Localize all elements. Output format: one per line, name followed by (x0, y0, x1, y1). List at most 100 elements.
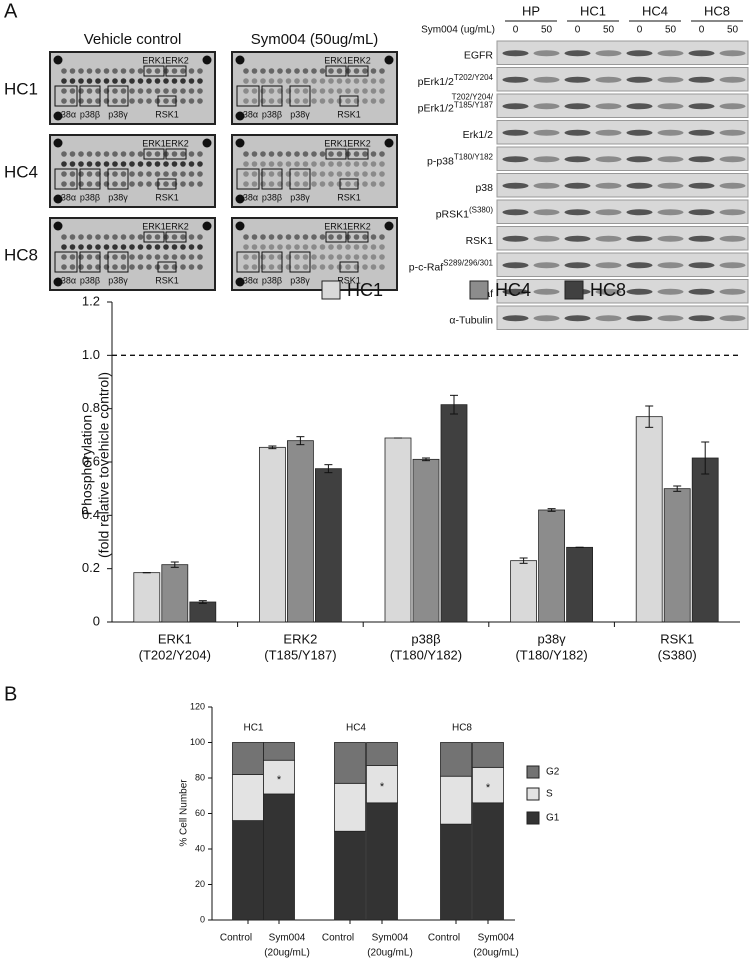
spot (78, 264, 84, 270)
spot (353, 78, 360, 84)
spot (95, 88, 101, 94)
spot (171, 244, 178, 250)
spot (328, 151, 334, 157)
spot (251, 151, 258, 157)
y-tick-label: 0.8 (82, 400, 100, 415)
spot (86, 254, 93, 260)
spot-box (79, 168, 101, 190)
spot-box (54, 251, 78, 273)
legend-swatch (564, 280, 584, 300)
cell-line-header: HC4 (642, 3, 668, 18)
bar (314, 468, 342, 623)
spot (328, 68, 334, 74)
spot-label: p38γ (108, 192, 128, 202)
spot (163, 98, 169, 104)
spot (328, 98, 334, 104)
spot (251, 244, 258, 250)
spot (137, 264, 144, 270)
blot-band (564, 235, 591, 242)
blot-label: RSK1 (466, 235, 494, 247)
blot-label: p38 (475, 182, 493, 194)
y-tick-label: 0 (200, 914, 205, 924)
spot (163, 171, 169, 177)
dose-label: 50 (603, 25, 615, 36)
spot (328, 254, 334, 260)
blot-band (502, 76, 529, 83)
bar-segment (263, 793, 295, 921)
blot-band (564, 129, 591, 136)
blot-label-text: p-c-Raf (409, 261, 444, 273)
bar (635, 416, 663, 623)
blot-band (626, 129, 653, 136)
blot-band (688, 315, 715, 322)
spot-box (143, 148, 165, 160)
blot-band (657, 262, 684, 269)
spot (319, 171, 326, 177)
spot-box (157, 95, 177, 107)
spot (345, 88, 351, 94)
spot (243, 234, 249, 240)
blot-band (564, 50, 591, 57)
spot (197, 68, 203, 74)
spot (362, 151, 368, 157)
blot-band (626, 209, 653, 216)
spot-box (143, 231, 165, 243)
spot (69, 254, 76, 260)
spot (188, 234, 195, 240)
x-tick-label: Control (428, 933, 460, 944)
spot (180, 254, 186, 260)
blot-label-text: α-Tubulin (449, 314, 493, 326)
spot (319, 151, 326, 157)
spot (277, 181, 283, 187)
spot (379, 78, 385, 84)
spot (362, 234, 368, 240)
spot (180, 68, 186, 74)
spot (294, 181, 300, 187)
spot (243, 181, 249, 187)
spot (302, 78, 309, 84)
spot (243, 264, 249, 270)
blot-band (502, 50, 529, 57)
spot (137, 161, 144, 167)
spot (163, 181, 169, 187)
x-tick-label: Sym004 (269, 933, 306, 944)
blot-band (595, 156, 622, 163)
spot (345, 161, 351, 167)
spot (154, 151, 161, 157)
spot (268, 151, 275, 157)
spot (171, 78, 178, 84)
reference-spot (384, 221, 394, 231)
spot-label: ERK1 (324, 55, 348, 65)
spot (188, 254, 195, 260)
x-tick-label: Control (322, 933, 354, 944)
bar-segment (232, 742, 264, 775)
spot (294, 78, 300, 84)
blot-band (719, 50, 746, 57)
blot-label-text: EGFR (464, 49, 494, 61)
blot-band (595, 262, 622, 269)
spot (311, 234, 317, 240)
blot-band (719, 315, 746, 322)
spot (243, 254, 249, 260)
spot (69, 78, 76, 84)
spot (137, 88, 144, 94)
reference-spot (235, 277, 245, 287)
spot (163, 244, 169, 250)
spot (260, 151, 266, 157)
x-tick-label: Sym004 (478, 933, 515, 944)
spot (180, 234, 186, 240)
blot-strip (496, 279, 749, 304)
legend-swatch (469, 280, 489, 300)
spot (112, 234, 118, 240)
spot (137, 98, 144, 104)
blot-band (688, 129, 715, 136)
blot-label-sup: T185/Y187 (454, 100, 494, 109)
spot (370, 151, 377, 157)
spot (163, 88, 169, 94)
spot (188, 78, 195, 84)
spot-label: p38β (80, 275, 100, 285)
bar (412, 458, 440, 623)
blot-band (502, 129, 529, 136)
blot-band (688, 103, 715, 110)
blot-band (688, 76, 715, 83)
